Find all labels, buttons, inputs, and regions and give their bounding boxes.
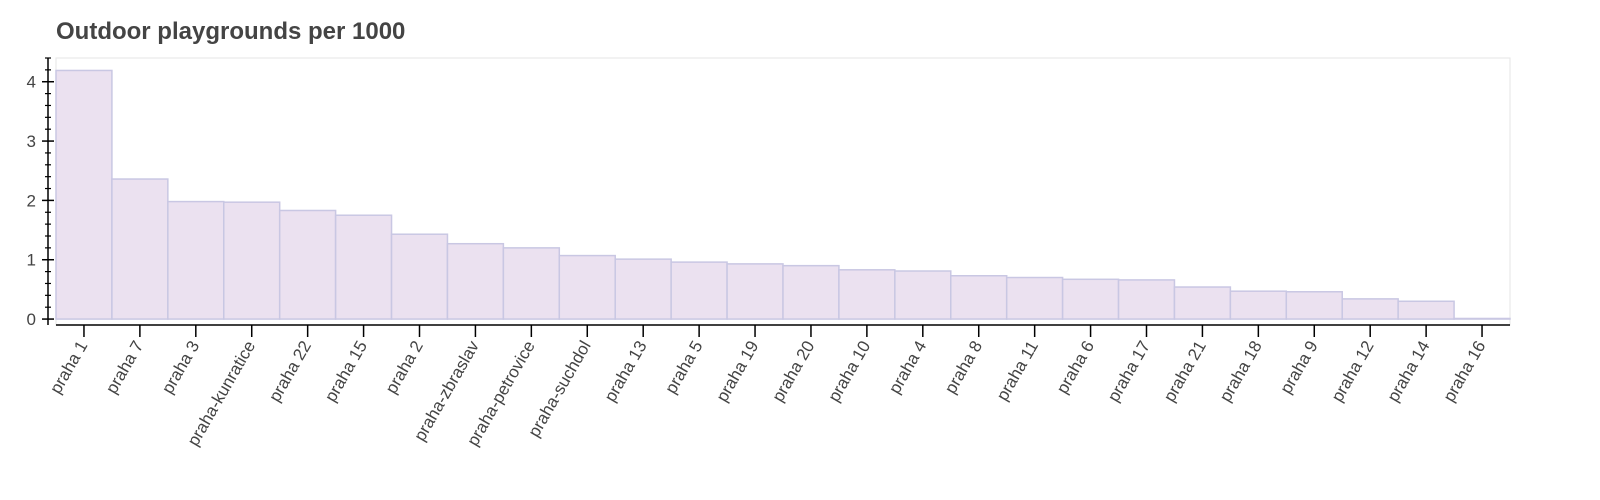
y-tick-label: 2 [27, 191, 36, 210]
x-tick-label: praha 22 [265, 338, 315, 406]
x-tick-label: praha 13 [601, 338, 651, 406]
x-tick-label: praha 14 [1384, 338, 1434, 406]
bar-praha-3 [167, 200, 225, 320]
x-tick-label: praha 19 [712, 338, 762, 406]
y-tick-label: 4 [27, 73, 36, 92]
x-tick-label: praha 9 [1276, 338, 1321, 397]
bar-praha-6 [1061, 278, 1120, 320]
bar-praha-12 [1341, 298, 1399, 320]
bar-praha-kunratice [223, 201, 281, 320]
bar-praha-21 [1173, 286, 1232, 320]
x-tick-label: praha 2 [382, 338, 427, 397]
bar-praha-16 [1453, 317, 1511, 320]
bar-praha-10 [838, 269, 896, 320]
x-tick-label: praha 21 [1160, 338, 1210, 406]
bar-praha-15 [334, 214, 393, 320]
bar-praha-8 [950, 275, 1008, 320]
x-tick-label: praha 15 [321, 338, 371, 406]
bars-layer [55, 69, 1511, 320]
bar-praha-zbraslav [446, 242, 505, 320]
x-tick-label: praha 5 [661, 338, 706, 397]
bar-praha-petrovice [502, 247, 561, 320]
x-tick-label: praha 17 [1104, 338, 1154, 406]
x-tick-label: praha 20 [768, 338, 818, 406]
y-tick-label: 1 [27, 251, 36, 270]
bar-praha-14 [1397, 300, 1455, 320]
bar-praha-18 [1229, 290, 1288, 320]
bar-praha-suchdol [558, 254, 616, 320]
bar-praha-11 [1005, 276, 1064, 320]
x-tick-label: praha 4 [885, 338, 930, 397]
y-tick-labels-layer: 0 1 2 3 4 [27, 73, 36, 329]
bar-praha-9 [1285, 291, 1343, 320]
bar-praha-1 [55, 69, 113, 320]
bar-praha-4 [894, 270, 952, 320]
x-tick-label: praha 6 [1053, 338, 1098, 397]
x-tick-label: praha 10 [824, 338, 874, 406]
x-tick-label: praha 7 [102, 338, 147, 397]
x-tick-label: praha 16 [1439, 338, 1489, 406]
x-tick-label: praha 8 [941, 337, 986, 396]
bar-praha-20 [782, 264, 840, 320]
axes-layer [42, 57, 1510, 337]
chart-title: Outdoor playgrounds per 1000 [56, 18, 406, 45]
x-tick-label: praha 12 [1328, 338, 1378, 406]
bar-praha-7 [111, 178, 169, 320]
x-tick-label: praha 1 [46, 338, 91, 397]
bar-praha-2 [390, 233, 449, 320]
bar-praha-13 [614, 258, 672, 320]
bar-praha-19 [726, 263, 784, 320]
y-tick-label: 3 [27, 132, 36, 151]
y-tick-label: 0 [27, 310, 36, 329]
x-tick-label: praha 11 [993, 338, 1042, 405]
x-tick-label: praha 3 [158, 338, 203, 397]
bar-praha-5 [670, 261, 728, 320]
x-tick-label: praha 18 [1216, 338, 1266, 406]
bar-praha-22 [278, 209, 337, 320]
bar-praha-17 [1117, 279, 1176, 320]
